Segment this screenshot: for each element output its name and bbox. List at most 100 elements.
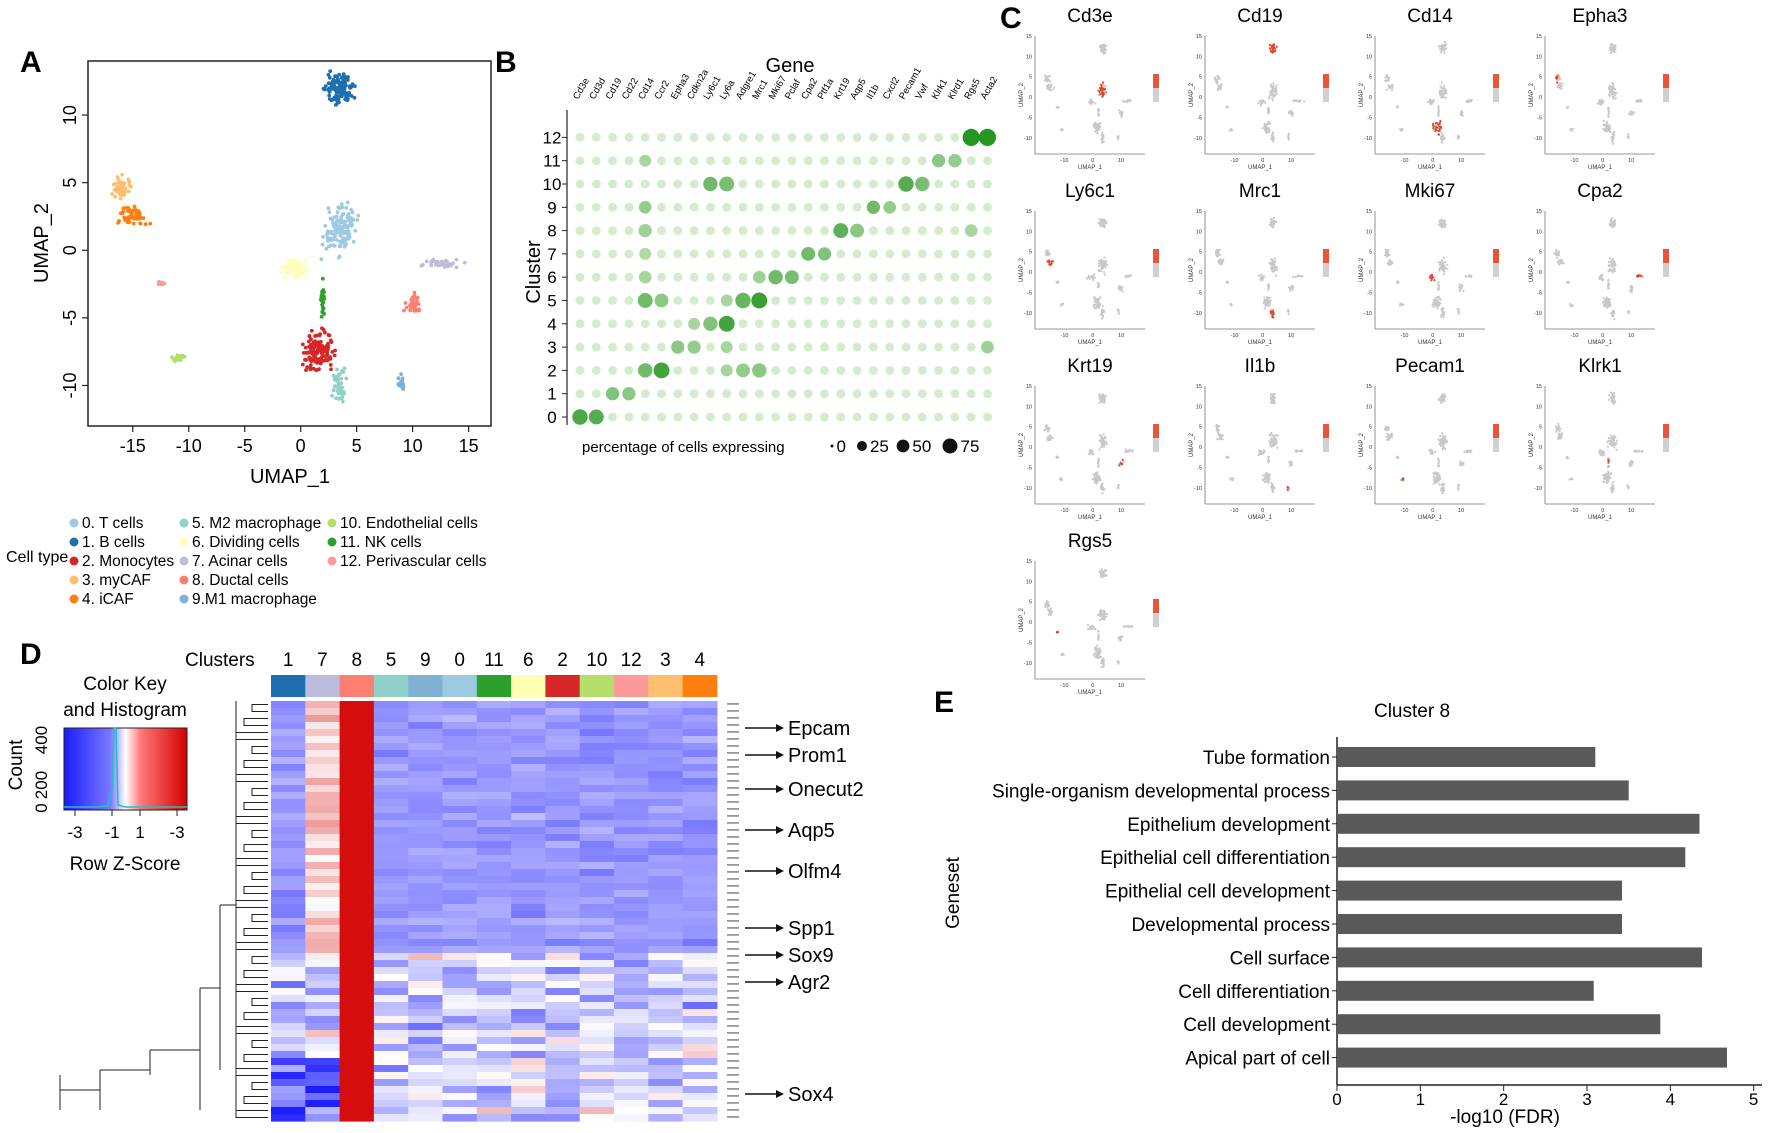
feature-point [1099,396,1103,399]
feature-point [1610,396,1613,399]
feature-point [1092,123,1096,126]
feature-point [1258,449,1261,452]
heat-cell [339,764,375,772]
dot-c6-klrk1 [934,272,944,282]
feature-x-tick: 10 [1118,158,1124,164]
umap-point-cluster-4 [132,204,137,209]
heat-cell [545,764,581,772]
heat-cell [373,722,409,730]
dot-c2-ptf1a [820,365,829,375]
feature-plot-title: Cd19 [1237,6,1282,27]
dot-c4-cd22 [624,319,634,329]
feature-point [1439,85,1442,88]
umap-point-cluster-6 [301,270,306,275]
feature-point [1442,261,1445,265]
dot-c1-mrc1 [754,389,764,399]
feature-point [1273,439,1276,442]
feature-point [1445,43,1448,46]
umap-point-cluster-8 [408,308,413,313]
feature-point [1103,225,1106,228]
legend-label-2: 2. Monocytes [82,553,174,570]
dot-c12-mrc1 [754,132,764,142]
feature-point [1270,443,1273,446]
umap-point-cluster-5 [334,378,339,383]
dot-c9-cd3d [591,202,601,212]
dot-c9-adgre1 [738,202,748,212]
feature-point [1437,479,1440,482]
feature-color-scale-low [1323,438,1329,452]
feature-y-tick: 15 [1366,384,1372,390]
dot-c12-rgs5 [962,128,980,146]
feature-point [1288,464,1292,467]
heat-cell [682,834,718,842]
feature-point [1216,74,1219,77]
heat-cell [339,799,375,807]
feature-x-tick: -10 [1061,508,1069,514]
feature-point [1101,617,1104,620]
dotplot-dots [572,128,997,425]
feature-point [1272,312,1276,315]
feature-point [1044,605,1047,609]
feature-point [1608,123,1611,127]
dot-c7-cd19 [608,249,618,259]
umap-y-tick-label: 10 [60,105,80,125]
feature-point [1602,119,1605,123]
legend-swatch-10 [327,518,337,528]
feature-point [1441,434,1444,437]
heat-cell [305,757,341,765]
feature-point [1437,287,1440,290]
feature-point [1303,100,1306,103]
feature-point [1098,269,1101,272]
umap-point-cluster-0 [331,243,336,248]
heat-cell [408,806,444,814]
feature-point [1131,625,1134,628]
dot-c0-epha3 [673,412,683,422]
dot-c1-cpa2 [803,389,813,399]
feature-point [1060,128,1063,131]
feature-x-tick: 0 [1261,158,1264,164]
umap-point-cluster-6 [304,276,309,280]
feature-point [1558,258,1561,262]
heat-cell [476,722,512,730]
feature-points [1044,218,1133,320]
feature-point [1098,434,1101,437]
dot-c5-cd3d [591,296,601,305]
feature-point [1049,613,1052,616]
feature-point [1641,449,1644,453]
dot-c4-acta2 [983,319,992,329]
heatmap-column-label-2: 2 [557,650,568,671]
feature-point [1558,430,1561,433]
feature-point [1429,448,1432,451]
heat-cell [442,785,478,793]
feature-point [1097,112,1100,115]
feature-point [1123,100,1126,103]
feature-point [1268,43,1271,47]
feature-point [1100,609,1103,613]
dot-c0-cd14 [640,412,650,422]
cluster-label-6: 6 [547,268,556,287]
feature-point [1096,299,1099,302]
heat-cell [373,855,409,863]
umap-point-cluster-0 [324,246,329,251]
feature-point [1444,261,1447,264]
feature-point [1096,124,1099,127]
dot-c6-ptf1a [820,272,829,282]
legend-label-4: 4. iCAF [82,591,134,608]
feature-point [1388,76,1391,79]
feature-point [1555,425,1558,428]
feature-point [1439,261,1442,264]
feature-point [1386,425,1389,428]
dot-c3-cd3e [575,342,585,352]
heat-cell [545,785,581,793]
umap-point-cluster-3 [117,187,122,192]
heatmap-column-label-4: 4 [694,650,705,671]
heat-cell [511,708,546,716]
umap-x-tick-label: -5 [237,436,253,456]
feature-point [1128,449,1131,452]
feature-point [1445,263,1449,266]
dot-c11-krt19 [836,156,846,166]
feature-point [1096,644,1099,647]
dot-c3-cxcl2 [885,342,895,352]
feature-point [1443,441,1446,444]
